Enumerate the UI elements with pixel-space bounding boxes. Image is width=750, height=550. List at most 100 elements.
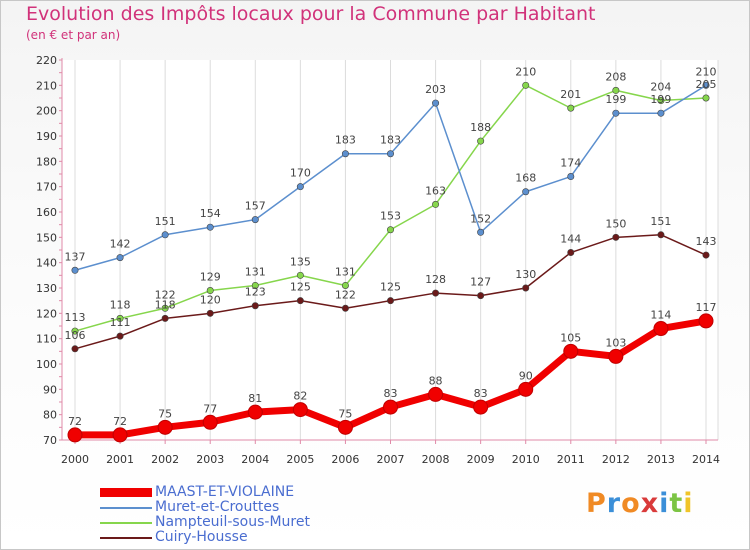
data-point (432, 200, 440, 208)
legend-item-cuiry-housse: Cuiry-Housse (100, 529, 360, 546)
brand-letter: x (640, 488, 660, 519)
data-label: 203 (425, 83, 446, 96)
chart-axes: 7080901001101201301401501601701801902002… (36, 54, 720, 466)
data-point (657, 231, 665, 239)
data-point (161, 231, 169, 239)
data-point (251, 281, 259, 289)
data-point (71, 266, 79, 274)
legend-item-maast-et-violaine: MAAST-ET-VIOLAINE (100, 484, 360, 501)
y-tick-label: 90 (43, 383, 57, 396)
x-tick-label: 2007 (377, 453, 405, 466)
data-label: 88 (429, 374, 443, 387)
data-point (698, 313, 714, 329)
data-point (522, 188, 530, 196)
data-label: 81 (248, 392, 262, 405)
data-label: 83 (384, 387, 398, 400)
y-tick-label: 100 (36, 358, 57, 371)
data-point (251, 216, 259, 224)
brand-letter: i (683, 488, 694, 519)
data-point (567, 249, 575, 257)
data-point (477, 137, 485, 145)
data-point (296, 297, 304, 305)
data-label: 106 (65, 329, 86, 342)
data-point (116, 314, 124, 322)
y-tick-label: 130 (36, 282, 57, 295)
data-label: 183 (380, 134, 401, 147)
data-label: 199 (650, 93, 671, 106)
data-label: 131 (245, 265, 266, 278)
data-label: 122 (335, 288, 356, 301)
data-point (116, 332, 124, 340)
data-point (386, 150, 394, 158)
data-point (71, 327, 79, 335)
data-label: 130 (515, 268, 536, 281)
data-label: 163 (425, 184, 446, 197)
data-label: 111 (110, 316, 131, 329)
data-label: 174 (560, 157, 581, 170)
legend-item-muret-et-crouttes: Muret-et-Crouttes (100, 499, 360, 516)
data-point (251, 302, 259, 310)
data-point (67, 427, 83, 443)
data-label: 77 (203, 402, 217, 415)
x-tick-label: 2012 (602, 453, 630, 466)
y-tick-label: 210 (36, 79, 57, 92)
chart-title: Evolution des Impôts locaux pour la Comm… (26, 3, 596, 25)
data-label: 118 (155, 298, 176, 311)
data-label: 154 (200, 207, 221, 220)
legend-label: Muret-et-Crouttes (155, 499, 280, 515)
brand-logo: Proxiti (586, 488, 694, 519)
data-label: 153 (380, 210, 401, 223)
data-label: 103 (605, 336, 626, 349)
data-label: 72 (68, 415, 82, 428)
brand-letter: t (669, 488, 684, 519)
data-label: 123 (245, 286, 266, 299)
data-label: 208 (605, 70, 626, 83)
y-tick-label: 200 (36, 105, 57, 118)
data-point (206, 287, 214, 295)
x-tick-label: 2006 (331, 453, 359, 466)
data-point (612, 233, 620, 241)
data-point (71, 345, 79, 353)
x-tick-label: 2011 (557, 453, 585, 466)
data-label: 144 (560, 233, 581, 246)
data-point (247, 404, 263, 420)
data-point (292, 402, 308, 418)
data-point (296, 183, 304, 191)
x-tick-label: 2000 (61, 453, 89, 466)
data-label: 83 (474, 387, 488, 400)
data-point (477, 292, 485, 300)
y-tick-label: 170 (36, 181, 57, 194)
data-point (518, 381, 534, 397)
data-label: 114 (650, 309, 671, 322)
y-tick-label: 180 (36, 155, 57, 168)
data-label: 127 (470, 276, 491, 289)
data-label: 75 (338, 407, 352, 420)
data-label: 135 (290, 255, 311, 268)
data-label: 204 (650, 81, 671, 94)
data-label: 113 (65, 311, 86, 324)
data-label: 117 (696, 301, 717, 314)
data-point (702, 94, 710, 102)
data-labels-layer: 72 72 75 77 81 82 75 83 88 83 90 105 103 114 117 137 142… (65, 65, 717, 428)
data-label: 82 (293, 390, 307, 403)
y-tick-label: 220 (36, 54, 57, 67)
chart-subtitle: (en € et par an) (26, 28, 121, 42)
data-point (116, 254, 124, 262)
data-label: 128 (425, 273, 446, 286)
data-label: 201 (560, 88, 581, 101)
data-point (612, 109, 620, 117)
data-point (432, 289, 440, 297)
x-tick-label: 2003 (196, 453, 224, 466)
data-label: 170 (290, 167, 311, 180)
x-tick-label: 2013 (647, 453, 675, 466)
data-point (157, 419, 173, 435)
y-tick-label: 80 (43, 409, 57, 422)
data-point (567, 104, 575, 112)
data-label: 188 (470, 121, 491, 134)
data-label: 210 (696, 65, 717, 78)
data-point (386, 226, 394, 234)
data-label: 168 (515, 172, 536, 185)
data-point (206, 309, 214, 317)
data-label: 131 (335, 265, 356, 278)
data-point (473, 399, 489, 415)
